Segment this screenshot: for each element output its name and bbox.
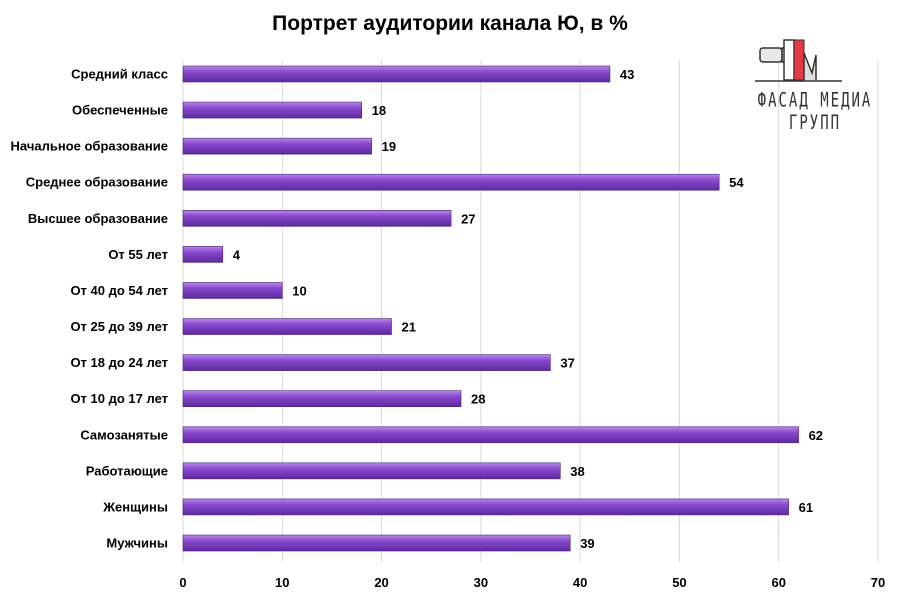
bar [182, 210, 452, 227]
chart-title: Портрет аудитории канала Ю, в % [272, 12, 628, 35]
bar [182, 101, 363, 119]
data-label: 4 [233, 247, 241, 262]
category-label: От 25 до 39 лет [70, 319, 168, 334]
data-label: 37 [560, 356, 574, 371]
data-label: 19 [382, 139, 396, 154]
x-tick-label: 0 [179, 575, 186, 590]
bar [182, 354, 551, 371]
bar [182, 498, 789, 516]
bar [182, 390, 462, 407]
data-label: 39 [580, 536, 594, 551]
x-tick-label: 10 [275, 575, 289, 590]
category-label: Высшее образование [28, 211, 168, 226]
category-label: Начальное образование [11, 139, 168, 154]
x-tick-label: 40 [573, 575, 587, 590]
x-tick-label: 70 [871, 575, 885, 590]
data-label: 43 [620, 67, 634, 82]
data-label: 54 [729, 175, 744, 190]
category-label: Женщины [102, 499, 168, 514]
category-label: Среднее образование [26, 175, 168, 190]
x-tick-label: 60 [771, 575, 785, 590]
bar [182, 534, 571, 552]
bar [182, 426, 799, 444]
category-label: От 55 лет [108, 247, 168, 262]
data-label: 21 [402, 320, 416, 335]
x-tick-label: 50 [672, 575, 686, 590]
logo-text: ФАСАД МЕДИА ГРУПП [757, 89, 873, 135]
data-label: 62 [809, 428, 823, 443]
data-label: 28 [471, 392, 485, 407]
bar [182, 65, 611, 83]
category-label: Обеспеченные [72, 103, 168, 118]
bar [182, 462, 561, 480]
bar [182, 318, 392, 335]
data-label: 10 [292, 283, 306, 298]
bar [182, 173, 720, 191]
category-label: Средний класс [71, 67, 168, 82]
bar [182, 137, 372, 155]
company-logo: ФАСАД МЕДИА ГРУПП [740, 38, 890, 134]
category-label: От 10 до 17 лет [70, 391, 168, 406]
data-label: 27 [461, 211, 475, 226]
x-tick-label: 30 [474, 575, 488, 590]
bar [182, 246, 224, 263]
logo-mark [755, 39, 842, 82]
x-tick-label: 20 [374, 575, 388, 590]
data-label: 18 [372, 103, 386, 118]
category-label: От 40 до 54 лет [70, 283, 168, 298]
category-label: Работающие [86, 463, 168, 478]
bar [182, 282, 283, 299]
data-label: 61 [799, 500, 813, 515]
category-label: От 18 до 24 лет [70, 355, 168, 370]
category-label: Самозанятые [80, 427, 168, 442]
data-label: 38 [570, 464, 584, 479]
category-label: Мужчины [106, 536, 168, 551]
